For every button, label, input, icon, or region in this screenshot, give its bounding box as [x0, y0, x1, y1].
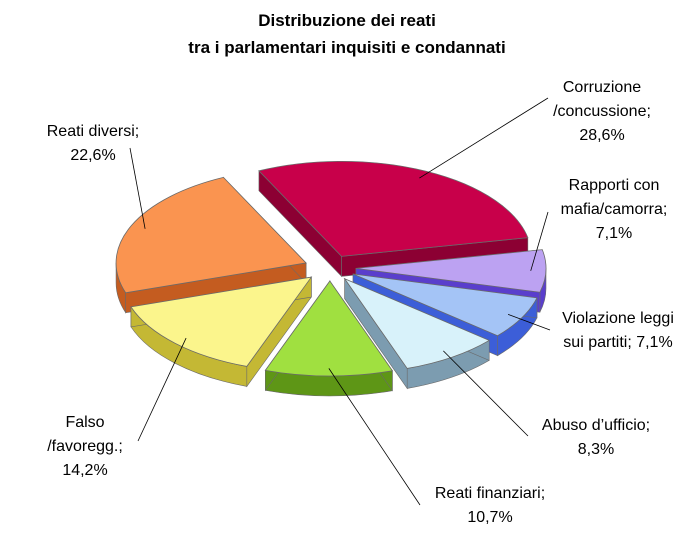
slice-top-face [258, 160, 529, 257]
slice-label: Violazione leggi sui partiti; 7,1% [562, 310, 674, 351]
leader-line [137, 337, 187, 442]
chart-title: Distribuzione dei reati [258, 11, 436, 30]
leader-line [328, 368, 421, 506]
slice-label-line: 8,3% [578, 441, 614, 458]
slice-label: Rapporti con mafia/camorra; 7,1% [561, 177, 668, 242]
leader-line [443, 350, 529, 437]
pie-slice [264, 280, 394, 397]
pie-slice [343, 277, 491, 390]
slice-label-line: Corruzione [563, 79, 641, 96]
slice-label-line: mafia/camorra; [561, 201, 668, 218]
slice-label-line: Falso [65, 414, 104, 431]
slice-label-line: /concussione; [553, 103, 651, 120]
leader-line [129, 147, 146, 229]
slice-label-line: /favoregg.; [47, 438, 123, 455]
slice-label-line: 28,6% [579, 127, 624, 144]
slice-label: Falso/favoregg.; 14,2% [47, 414, 123, 479]
slice-label-line: 7,1% [596, 225, 632, 242]
slice-label-line: Violazione leggi [562, 310, 674, 327]
pie-slice [258, 160, 529, 278]
slice-label: Abuso d’ufficio; 8,3% [542, 417, 650, 458]
slice-top-face [343, 277, 491, 369]
slice-label-line: Reati finanziari; [435, 485, 545, 502]
slice-top-face [130, 276, 313, 367]
leader-line [507, 314, 551, 331]
slice-label-line: Reati diversi; [47, 123, 139, 140]
slice-top-face [115, 176, 307, 294]
chart-subtitle: tra i parlamentari inquisiti e condannat… [188, 38, 505, 57]
slice-label-line: 14,2% [62, 462, 107, 479]
slice-label: Reati diversi; 22,6% [47, 123, 139, 164]
slice-label: Corruzione/concussione; 28,6% [553, 79, 651, 144]
slice-top-face [352, 273, 538, 337]
leader-line [419, 97, 549, 179]
slice-label: Reati finanziari; 10,7% [435, 485, 545, 526]
leader-line [530, 211, 549, 271]
slice-label-line: Rapporti con [569, 177, 660, 194]
slice-top-face [264, 280, 394, 377]
slice-label-line: sui partiti; 7,1% [563, 334, 672, 351]
slice-label-line: 10,7% [467, 509, 512, 526]
slice-label-line: Abuso d’ufficio; [542, 417, 650, 434]
pie-slice [130, 276, 313, 388]
slice-top-face [355, 249, 547, 293]
slice-label-line: 22,6% [70, 147, 115, 164]
